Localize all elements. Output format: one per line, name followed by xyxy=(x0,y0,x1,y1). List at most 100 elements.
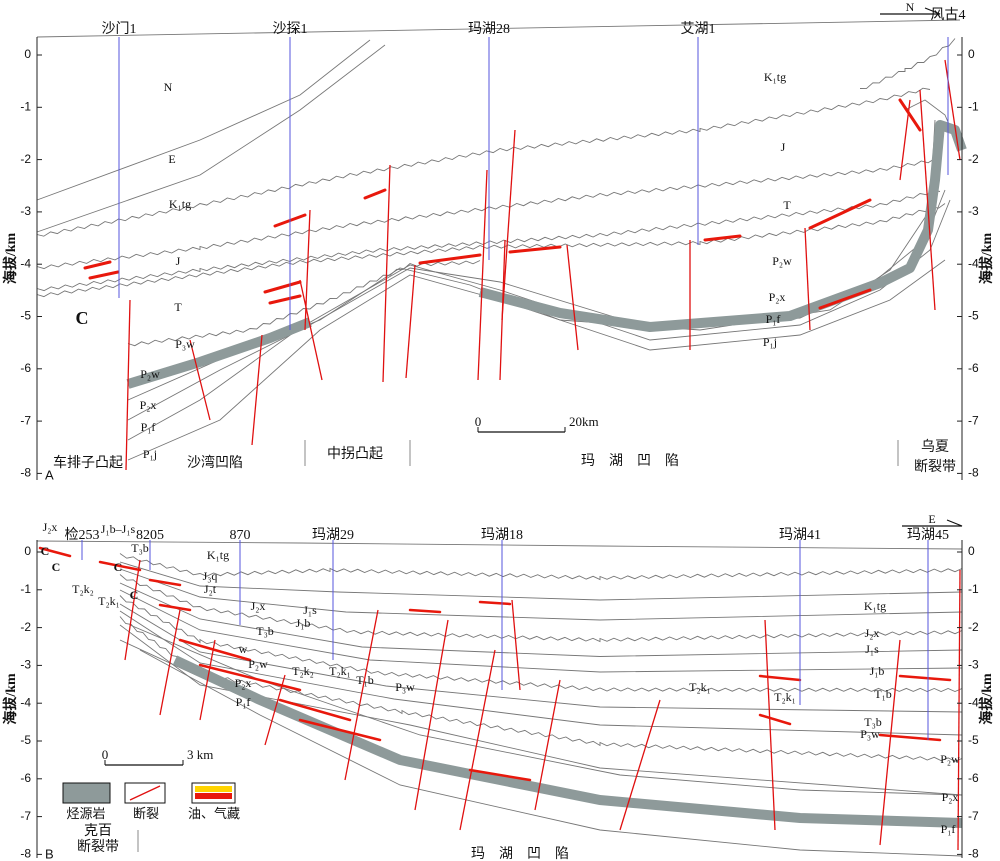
reservoir xyxy=(878,733,942,742)
fault xyxy=(566,244,579,351)
y-tick-label: -1 xyxy=(20,582,31,596)
y-tick-label: -5 xyxy=(968,733,979,747)
formation-label: J₂x xyxy=(865,626,880,640)
reservoir xyxy=(88,270,120,280)
formation-label: P₃w xyxy=(395,680,415,694)
formation-label: T₂k₁ xyxy=(329,664,351,678)
y-tick-label: -3 xyxy=(20,204,31,218)
reservoir xyxy=(468,768,532,782)
legend-swatch-reservoir-oil xyxy=(195,793,232,799)
reservoir xyxy=(898,674,952,682)
formation-label: J₂x xyxy=(43,520,58,534)
strata xyxy=(127,189,946,421)
formation-label: T₃b xyxy=(864,715,882,729)
fault xyxy=(501,129,516,321)
unconformity xyxy=(127,260,481,347)
y-tick-label: -1 xyxy=(968,99,979,113)
y-axis-title: 海拔/km xyxy=(2,673,19,725)
y-tick-label: -7 xyxy=(20,413,31,427)
fault xyxy=(304,209,311,331)
scale-label: 0 xyxy=(475,414,482,429)
formation-label: J₂t xyxy=(204,582,217,596)
y-tick-label: -5 xyxy=(20,733,31,747)
compass-label: N xyxy=(906,0,915,14)
reservoir xyxy=(298,718,382,742)
formation-label: P₁f xyxy=(141,420,156,434)
fault xyxy=(159,609,181,716)
fault xyxy=(382,164,391,383)
region-label: 中拐凸起 xyxy=(327,446,383,462)
y-tick-label: -1 xyxy=(20,99,31,113)
formation-label: C xyxy=(130,588,139,602)
formation-label: T₂k₁ xyxy=(689,680,711,694)
fault xyxy=(414,619,449,811)
unconformity xyxy=(36,87,931,237)
formation-label: P₁j xyxy=(763,335,777,349)
formation-label: K₁tg xyxy=(169,197,191,211)
formation-label: J₁b xyxy=(296,616,311,630)
formation-label: E xyxy=(168,152,175,166)
legend-swatch-fault xyxy=(129,785,161,801)
panel-label: A xyxy=(45,467,54,482)
well-name: 沙探1 xyxy=(273,21,308,37)
unconformity xyxy=(119,574,963,643)
formation-label: C xyxy=(52,560,61,574)
reservoir xyxy=(808,198,872,230)
fault xyxy=(764,619,776,831)
region-label: 沙湾凹陷 xyxy=(187,454,243,471)
panel-label: B xyxy=(45,846,54,861)
formation-label: T₂k₂ xyxy=(292,664,314,678)
formation-label: K₁tg xyxy=(764,70,786,84)
formation-label: w xyxy=(239,642,248,656)
reservoir xyxy=(38,546,72,558)
y-tick-label: -5 xyxy=(968,309,979,323)
reservoir xyxy=(898,98,922,132)
y-tick-label: -4 xyxy=(968,695,979,709)
well-name: 玛湖41 xyxy=(779,527,821,543)
y-tick-label: -6 xyxy=(20,361,31,375)
compass-arrow xyxy=(902,519,963,527)
region-label: 断裂带 xyxy=(914,459,956,475)
well-name: 玛湖28 xyxy=(468,21,510,37)
formation-label: C xyxy=(76,308,89,328)
reservoir xyxy=(158,603,192,612)
reservoir xyxy=(758,674,802,682)
fault xyxy=(344,609,379,781)
region-label: 玛 湖 凹 陷 xyxy=(471,846,569,861)
reservoir xyxy=(508,245,562,254)
fault xyxy=(534,679,561,811)
fault xyxy=(511,599,521,691)
y-tick-label: -4 xyxy=(20,256,31,270)
fault xyxy=(919,89,936,311)
y-tick-label: -3 xyxy=(968,658,979,672)
formation-label: J₁b–J₁s xyxy=(101,522,136,536)
unconformity xyxy=(36,189,941,292)
formation-label: J₂x xyxy=(251,599,266,613)
region-label: 乌夏 xyxy=(921,439,949,455)
formation-label: P₃w xyxy=(175,337,195,351)
y-tick-label: -7 xyxy=(968,809,979,823)
formation-label: N xyxy=(164,80,173,94)
horizon xyxy=(119,561,963,601)
scale-label: 20km xyxy=(569,414,599,429)
formation-label: P₂w xyxy=(940,752,960,766)
reservoir xyxy=(408,608,442,614)
fault xyxy=(251,334,263,446)
formation-label: T xyxy=(783,198,791,212)
formation-label: C xyxy=(114,560,123,574)
unconformity xyxy=(36,203,946,298)
well-name: 沙门1 xyxy=(102,21,137,37)
fault xyxy=(957,569,961,851)
scale-label: 3 km xyxy=(187,747,213,762)
formation-label: P₁f xyxy=(941,822,956,836)
reservoir xyxy=(418,253,482,265)
formation-label: T₃b xyxy=(131,541,149,555)
top-surface xyxy=(36,19,961,38)
compass-arrow xyxy=(880,7,941,15)
formation-label: P₁f xyxy=(236,695,251,709)
y-axis-title: 海拔/km xyxy=(2,232,19,284)
reservoir xyxy=(263,280,302,294)
y-tick-label: -6 xyxy=(20,771,31,785)
